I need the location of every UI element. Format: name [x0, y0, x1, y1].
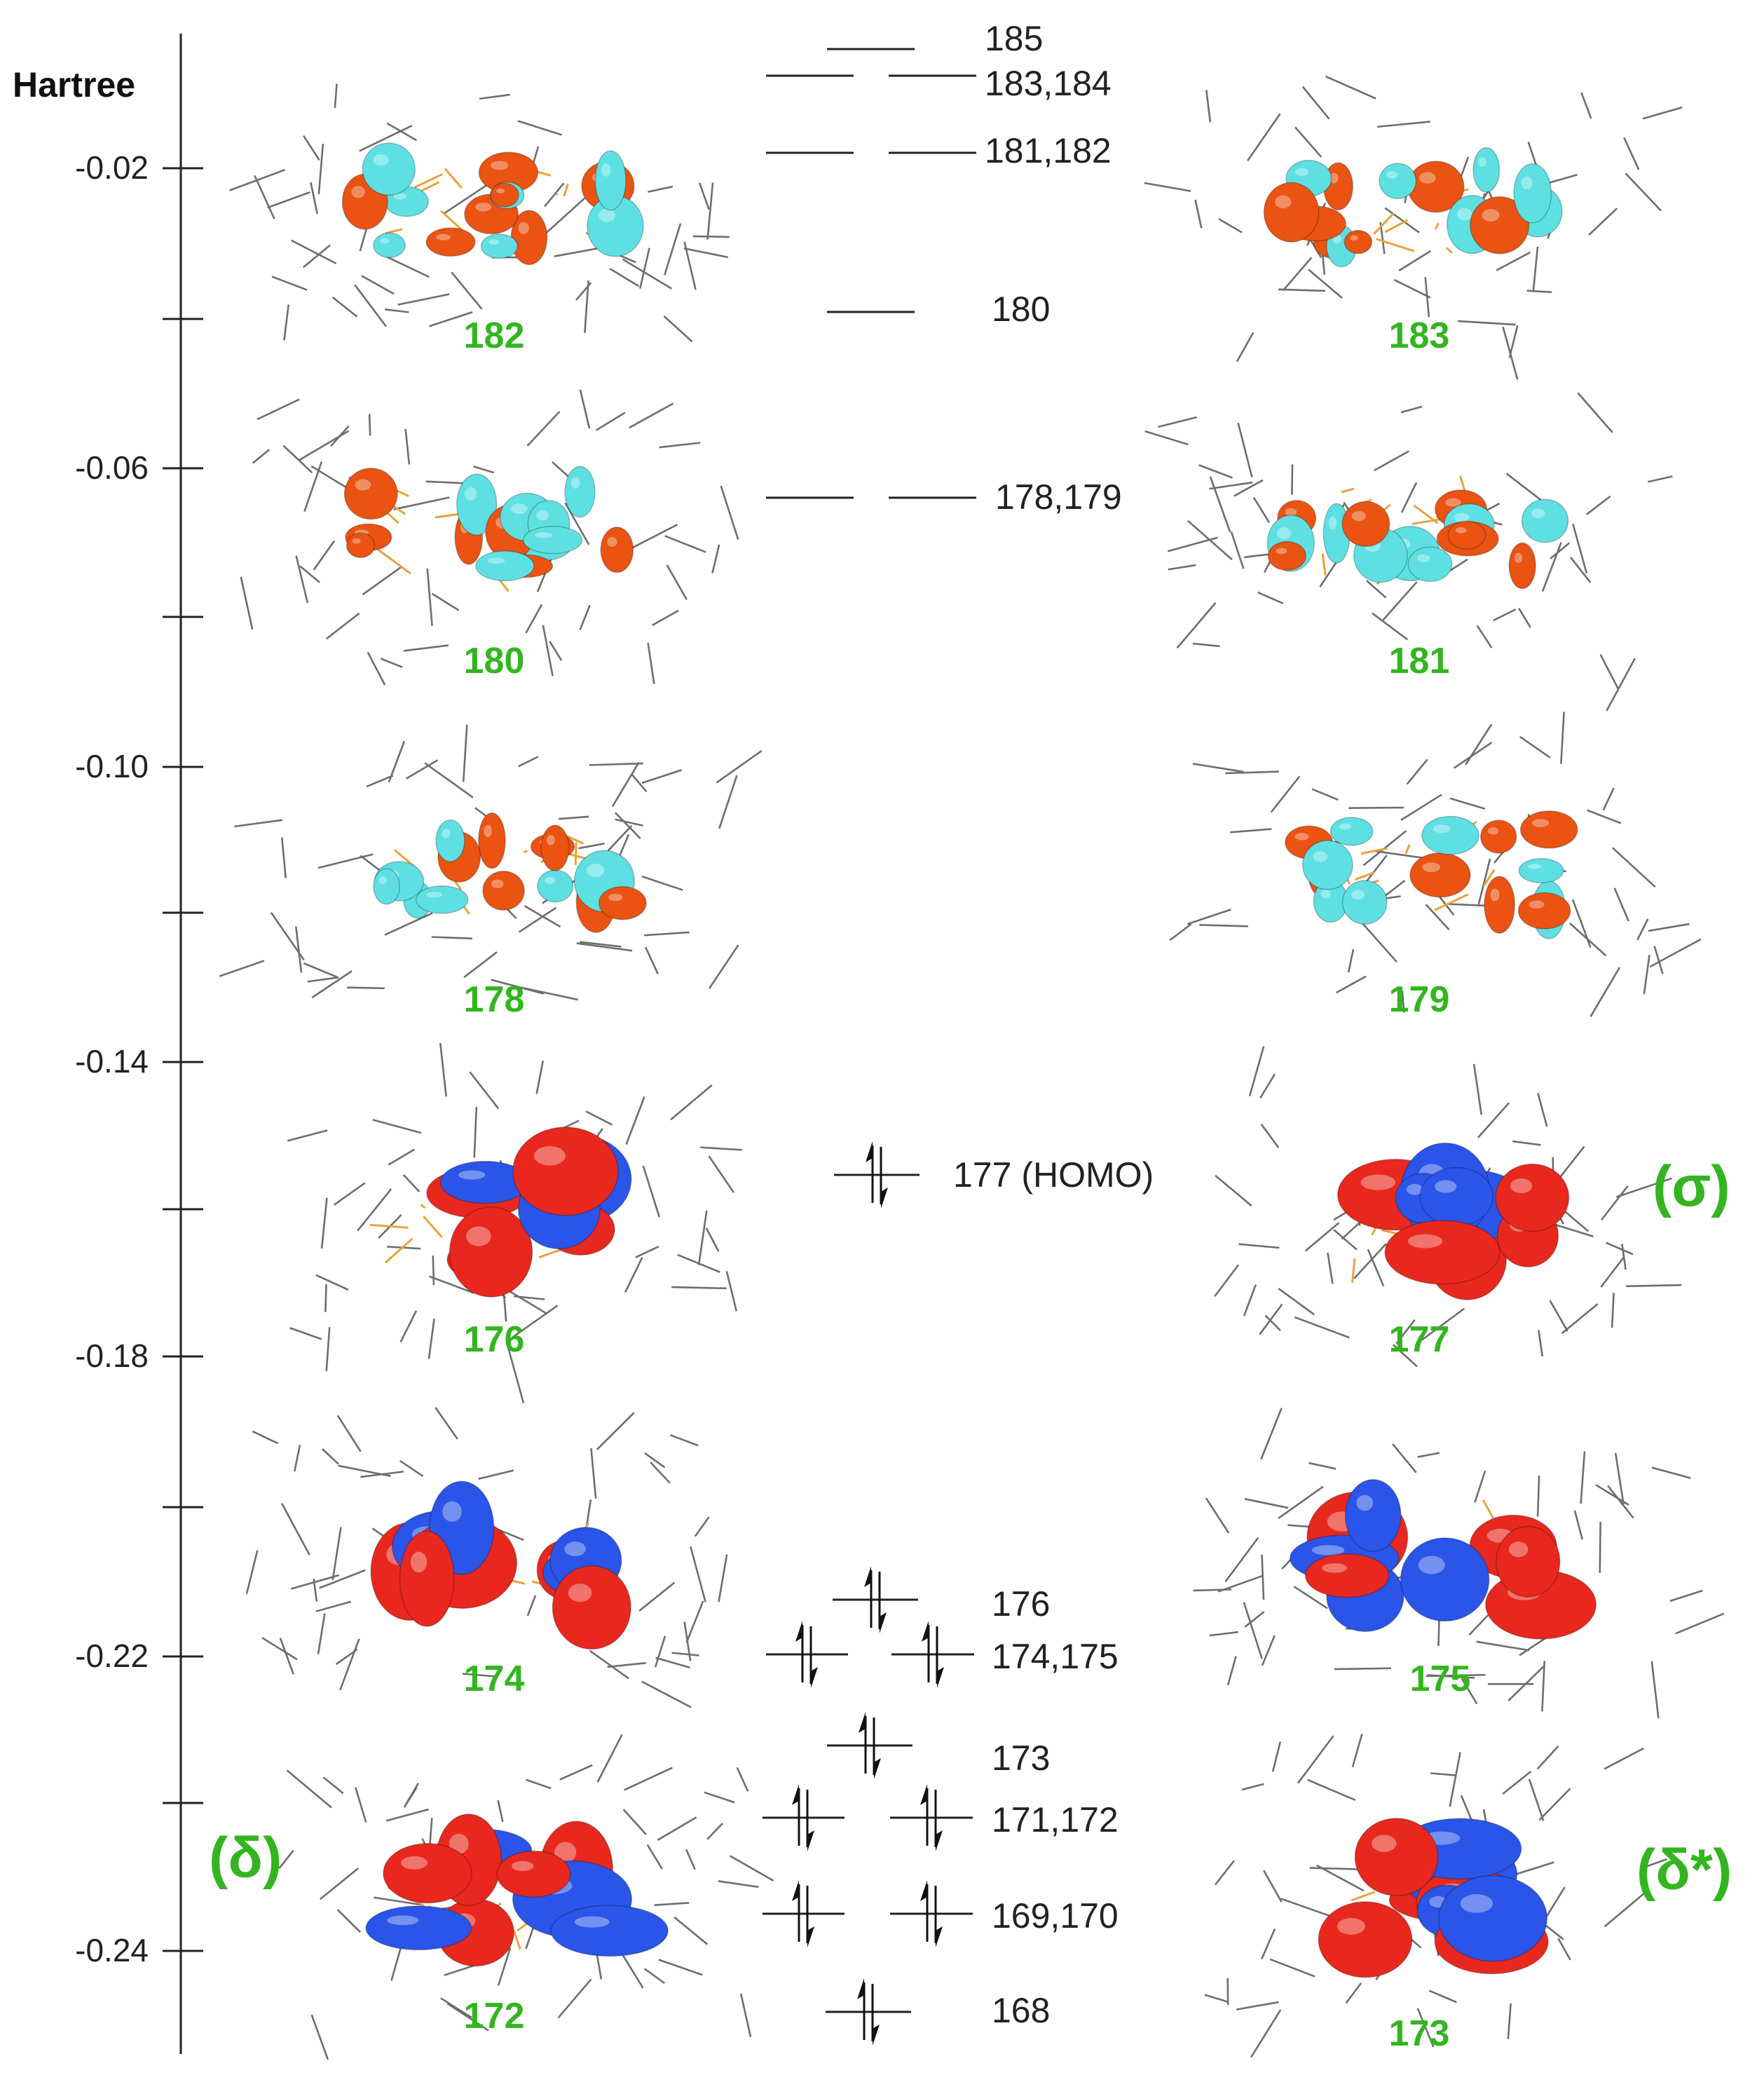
ligand-sticks: [240, 389, 739, 686]
electron-pair-icon: [920, 1784, 943, 1851]
level-label: 168: [992, 1991, 1050, 2030]
electron-pair-icon: [795, 1621, 818, 1688]
orbital-picture: [229, 83, 730, 343]
orbital-picture: [287, 1042, 742, 1403]
electron-pair-icon: [922, 1621, 944, 1688]
orbital-picture: [1214, 1046, 1682, 1368]
orbital-label-177: 177: [1389, 1319, 1450, 1360]
orbital-label-175: 175: [1410, 1659, 1471, 1699]
orbital-picture: [1169, 712, 1702, 1018]
electron-pair-icon: [920, 1880, 943, 1947]
level-label: 178,179: [995, 477, 1122, 517]
tick-label: -0.24: [75, 1932, 149, 1968]
axis-tick: -0.10: [75, 748, 203, 784]
tick-label: -0.06: [75, 449, 149, 486]
axis-unit-label: Hartree: [13, 65, 135, 104]
level-label: 176: [992, 1584, 1050, 1624]
orbital-label-182: 182: [464, 315, 525, 356]
orbital-lobes: [365, 1813, 669, 1967]
electron-pair-icon: [857, 1978, 880, 2046]
orbital-lobes: [1285, 810, 1578, 939]
orbital-label-183: 183: [1389, 315, 1450, 356]
axis-tick: -0.18: [75, 1338, 203, 1374]
level-label: 183,184: [985, 64, 1112, 103]
axis-tick: -0.24: [75, 1932, 203, 1968]
tick-label: -0.02: [75, 149, 149, 186]
level-label: 171,172: [992, 1800, 1119, 1839]
electron-pair-icon: [866, 1141, 888, 1209]
orbital-lobes: [1266, 489, 1569, 590]
axis-minor-ticks: [163, 318, 203, 1804]
tick-label: -0.10: [75, 748, 149, 784]
axis-tick: -0.06: [75, 449, 203, 486]
orbital-label-179: 179: [1389, 979, 1450, 1020]
orbital-picture: [278, 1734, 774, 2060]
level-label: 181,182: [985, 131, 1112, 170]
orbital-lobes: [426, 1127, 632, 1298]
orbital-lobes: [370, 1481, 631, 1650]
orbital-picture: [1204, 1734, 1667, 2058]
level-label: 185: [985, 19, 1043, 58]
electron-pairs: [792, 1141, 944, 2046]
ligand-sticks: [229, 83, 730, 343]
electron-pair-icon: [859, 1712, 881, 1779]
level-label: 180: [992, 290, 1050, 329]
orbital-label-176: 176: [464, 1319, 525, 1360]
orbital-lobes: [1336, 1142, 1570, 1300]
electron-pair-icon: [792, 1880, 814, 1947]
orbital-labels: 182 183 180 181 178 179 176 177 174 175 …: [464, 315, 1471, 2054]
energy-levels: [763, 48, 976, 2013]
energy-axis: Hartree -0.02 -0.06 -0.10 -0.14 -0.18 -0…: [13, 34, 203, 2054]
orbital-lobes: [1289, 1478, 1597, 1640]
tick-label: -0.22: [75, 1638, 149, 1674]
level-labels: 185 183,184 181,182 180 178,179 177 (HOM…: [953, 19, 1154, 2030]
orbital-lobes: [1263, 147, 1563, 268]
electron-pair-icon: [792, 1784, 814, 1851]
orbital-picture: [245, 1407, 728, 1708]
level-label: 174,175: [992, 1637, 1119, 1676]
orbital-lobes: [373, 812, 647, 933]
electron-pair-icon: [864, 1566, 887, 1633]
tick-label: -0.18: [75, 1338, 149, 1374]
orbital-picture: [219, 724, 763, 1001]
level-label: 173: [992, 1738, 1050, 1778]
orbital-label-172: 172: [464, 1996, 525, 2036]
symmetry-label-sigma: (σ): [1653, 1155, 1730, 1218]
orbital-pictures: [219, 75, 1725, 2060]
symmetry-labels: (σ) (δ) (δ*): [209, 1155, 1732, 1902]
orbital-label-181: 181: [1389, 641, 1450, 681]
orbital-picture: [1144, 75, 1683, 380]
orbital-label-180: 180: [464, 641, 525, 681]
orbital-picture: [240, 389, 739, 686]
tick-label: -0.14: [75, 1043, 149, 1080]
orbital-picture: [1193, 1408, 1725, 1719]
axis-tick: -0.22: [75, 1638, 203, 1674]
orbital-lobes: [1318, 1818, 1549, 1978]
orbital-label-173: 173: [1389, 2013, 1450, 2054]
orbital-picture: [1144, 392, 1673, 712]
symmetry-label-delta-star: (δ*): [1636, 1838, 1732, 1902]
orbital-lobes: [343, 465, 634, 582]
axis-tick: -0.14: [75, 1043, 203, 1080]
ligand-sticks: [278, 1734, 774, 2060]
level-label: 177 (HOMO): [953, 1155, 1154, 1195]
symmetry-label-delta: (δ): [209, 1826, 282, 1890]
orbital-label-174: 174: [464, 1659, 525, 1699]
orbital-lobes: [341, 142, 644, 266]
level-label: 169,170: [992, 1896, 1119, 1935]
axis-tick: -0.02: [75, 149, 203, 186]
ligand-sticks: [1169, 712, 1702, 1018]
orbital-label-178: 178: [464, 979, 525, 1020]
